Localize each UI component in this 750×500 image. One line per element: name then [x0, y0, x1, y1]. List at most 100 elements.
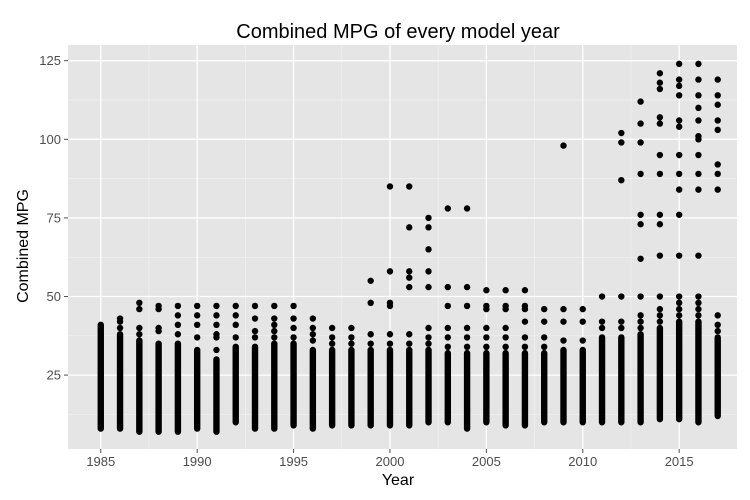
- data-point: [502, 343, 509, 351]
- data-point: [425, 283, 432, 291]
- data-point: [483, 302, 490, 310]
- data-point: [637, 221, 644, 228]
- data-point: [695, 305, 702, 313]
- data-point: [406, 340, 413, 347]
- data-point: [463, 283, 471, 291]
- data-point-column: [695, 318, 702, 426]
- data-point: [714, 161, 721, 168]
- data-point: [136, 324, 143, 332]
- data-point: [136, 299, 143, 307]
- data-point: [483, 287, 490, 294]
- x-tick-label: 1995: [279, 454, 308, 469]
- data-point-column: [213, 356, 220, 435]
- data-point: [213, 321, 220, 329]
- data-point: [675, 186, 683, 193]
- data-point-column: [386, 346, 394, 429]
- data-point: [232, 321, 239, 329]
- data-point: [714, 312, 721, 319]
- data-point: [656, 318, 664, 325]
- data-point: [695, 104, 702, 112]
- data-point: [386, 299, 394, 307]
- data-point: [444, 343, 452, 351]
- data-point-column: [560, 346, 567, 426]
- y-tick-label: 75: [47, 210, 61, 225]
- data-point: [579, 318, 586, 325]
- data-point: [502, 324, 509, 332]
- x-tick-label: 2005: [472, 454, 501, 469]
- data-point: [598, 293, 606, 300]
- data-point: [309, 331, 317, 338]
- data-point: [618, 129, 625, 137]
- data-point-column: [406, 346, 413, 429]
- data-point: [618, 176, 625, 184]
- data-point-column: [675, 318, 683, 423]
- data-point-column: [348, 346, 355, 429]
- data-point: [213, 331, 220, 338]
- data-point-column: [637, 331, 644, 426]
- data-point: [675, 170, 683, 178]
- data-point: [560, 318, 567, 325]
- data-point: [406, 283, 413, 291]
- data-point: [425, 340, 432, 347]
- data-point-column: [579, 346, 586, 426]
- data-point: [656, 293, 664, 300]
- data-point: [675, 299, 683, 307]
- data-point: [618, 318, 625, 325]
- data-point: [656, 85, 664, 93]
- data-point: [444, 324, 452, 332]
- data-point-column: [444, 349, 452, 426]
- data-point: [714, 101, 721, 108]
- data-point: [695, 293, 702, 300]
- data-point: [656, 120, 664, 127]
- data-points: [97, 60, 721, 435]
- data-point: [695, 252, 702, 259]
- data-point: [174, 312, 182, 319]
- data-point-column: [598, 334, 606, 426]
- data-point: [251, 327, 259, 335]
- data-point: [637, 211, 644, 218]
- data-point: [695, 60, 702, 68]
- data-point: [483, 334, 490, 341]
- data-point: [483, 324, 490, 332]
- data-point: [348, 334, 355, 341]
- data-point: [695, 92, 702, 99]
- plot-panel: [68, 45, 737, 449]
- data-point-column: [463, 349, 471, 432]
- data-point: [502, 287, 509, 294]
- data-point: [695, 170, 702, 178]
- data-point: [232, 334, 239, 341]
- data-point: [174, 331, 182, 338]
- data-point: [695, 299, 702, 307]
- data-point-column: [97, 321, 104, 432]
- data-point: [271, 327, 278, 335]
- data-point: [521, 318, 529, 325]
- data-point: [637, 312, 644, 319]
- data-point: [675, 76, 683, 83]
- data-point: [560, 337, 567, 344]
- data-point: [232, 312, 239, 319]
- data-point: [367, 277, 374, 284]
- data-point: [656, 151, 664, 159]
- data-point: [560, 305, 567, 313]
- data-point-column: [656, 324, 664, 423]
- y-tick-label: 50: [47, 289, 61, 304]
- data-point: [425, 246, 432, 253]
- data-point: [425, 324, 432, 332]
- data-point: [675, 117, 683, 124]
- data-point: [714, 186, 721, 193]
- data-point-column: [309, 346, 317, 432]
- data-point: [251, 334, 259, 341]
- data-point: [290, 324, 297, 332]
- data-point: [695, 151, 702, 159]
- data-point-column: [328, 346, 336, 429]
- data-point: [155, 302, 162, 310]
- data-point-column: [521, 349, 529, 429]
- data-point: [425, 334, 432, 341]
- data-point-column: [193, 346, 201, 432]
- data-point: [348, 324, 355, 332]
- data-point: [213, 346, 220, 354]
- data-point: [656, 79, 664, 86]
- data-point: [483, 343, 490, 351]
- data-point: [637, 255, 644, 262]
- x-axis: 1985 1990 1995 2000 2005 2010 2015: [86, 449, 694, 469]
